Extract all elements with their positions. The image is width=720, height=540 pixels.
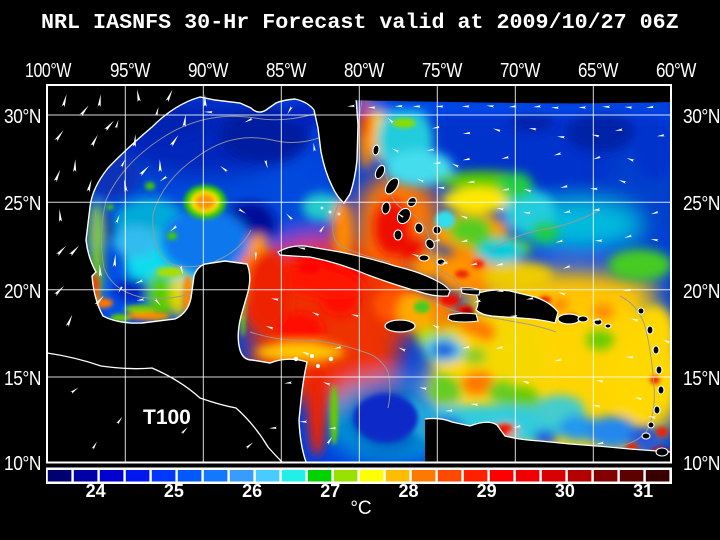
svg-text:30°N: 30°N: [683, 106, 720, 128]
svg-text:25°N: 25°N: [4, 193, 41, 215]
svg-text:10°N: 10°N: [4, 453, 41, 475]
svg-text:15°N: 15°N: [4, 368, 41, 390]
svg-text:28: 28: [398, 481, 418, 501]
svg-text:20°N: 20°N: [4, 281, 41, 303]
svg-text:85°W: 85°W: [266, 60, 307, 82]
svg-text:31: 31: [633, 481, 653, 501]
svg-text:10°N: 10°N: [683, 453, 720, 475]
svg-text:29: 29: [477, 481, 497, 501]
svg-text:26: 26: [242, 481, 262, 501]
svg-text:75°W: 75°W: [422, 60, 463, 82]
svg-text:25°N: 25°N: [683, 193, 720, 215]
svg-text:27: 27: [320, 481, 340, 501]
svg-text:20°N: 20°N: [683, 281, 720, 303]
svg-text:100°W: 100°W: [25, 60, 71, 82]
svg-text:T100: T100: [143, 406, 191, 429]
svg-text:65°W: 65°W: [578, 60, 619, 82]
svg-text:30°N: 30°N: [4, 106, 41, 128]
svg-text:24: 24: [86, 481, 106, 501]
svg-text:NRL IASNFS 30-Hr Forecast val: NRL IASNFS 30-Hr Forecast valid at 2009/…: [41, 10, 679, 35]
svg-text:70°W: 70°W: [500, 60, 541, 82]
svg-text:95°W: 95°W: [110, 60, 151, 82]
svg-text:60°W: 60°W: [656, 60, 697, 82]
svg-text:°C: °C: [350, 498, 371, 519]
svg-text:90°W: 90°W: [188, 60, 229, 82]
svg-text:15°N: 15°N: [683, 368, 720, 390]
svg-text:25: 25: [164, 481, 184, 501]
svg-text:30: 30: [555, 481, 575, 501]
svg-text:80°W: 80°W: [344, 60, 385, 82]
